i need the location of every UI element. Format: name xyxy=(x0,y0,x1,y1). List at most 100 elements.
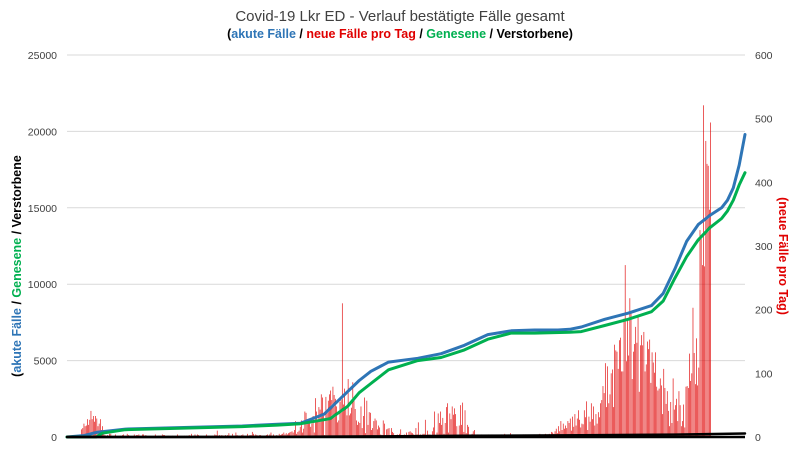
daily-case-bar xyxy=(640,345,641,437)
daily-case-bar xyxy=(613,407,614,437)
daily-case-bar xyxy=(588,416,590,437)
daily-case-bar xyxy=(578,410,579,437)
daily-case-bar xyxy=(326,412,328,437)
label-segment: neue Fälle pro Tag xyxy=(306,27,416,41)
daily-case-bar xyxy=(458,425,460,437)
daily-case-bar xyxy=(449,413,451,437)
label-segment: / xyxy=(10,298,24,308)
daily-case-bar xyxy=(352,382,354,437)
daily-case-bar xyxy=(325,396,327,437)
daily-case-bar xyxy=(555,428,557,437)
daily-case-bar xyxy=(666,391,668,437)
daily-case-bar xyxy=(657,390,659,437)
chart-subtitle: (akute Fälle / neue Fälle pro Tag / Gene… xyxy=(227,27,573,41)
daily-case-bar xyxy=(437,413,439,437)
daily-case-bar xyxy=(373,421,375,437)
daily-case-bar xyxy=(363,415,364,437)
daily-case-bar xyxy=(392,431,393,437)
label-segment: (neue Fälle pro Tag) xyxy=(776,197,790,315)
daily-case-bar xyxy=(631,379,633,437)
daily-cases-bars xyxy=(69,105,711,438)
daily-case-bar xyxy=(354,408,356,437)
daily-case-bar xyxy=(683,404,684,437)
y-tick-left: 10000 xyxy=(28,279,57,291)
daily-case-bar xyxy=(364,397,365,437)
daily-case-bar xyxy=(334,398,336,437)
label-segment: / xyxy=(416,27,426,41)
daily-case-bar xyxy=(635,326,637,437)
daily-case-bar xyxy=(687,387,689,437)
daily-case-bar xyxy=(400,429,402,437)
daily-case-bar xyxy=(596,423,598,437)
daily-case-bar xyxy=(650,382,652,437)
label-segment: akute Fälle xyxy=(231,27,296,41)
daily-case-bar xyxy=(637,316,639,437)
daily-case-bar xyxy=(90,410,92,437)
daily-case-bar xyxy=(292,432,294,437)
daily-case-bar xyxy=(345,408,347,437)
daily-case-bar xyxy=(461,424,462,437)
daily-case-bar xyxy=(388,428,390,437)
daily-case-bar xyxy=(568,422,570,437)
daily-case-bar xyxy=(661,385,662,437)
daily-case-bar xyxy=(382,420,384,437)
daily-case-bar xyxy=(330,390,331,437)
daily-case-bar xyxy=(634,344,635,437)
y-tick-left: 15000 xyxy=(28,203,57,215)
daily-case-bar xyxy=(232,433,233,437)
y-tick-right: 100 xyxy=(755,368,773,380)
daily-case-bar xyxy=(675,405,676,437)
daily-case-bar xyxy=(347,379,349,437)
label-segment: Verstorbene xyxy=(496,27,568,41)
daily-case-bar xyxy=(235,432,237,437)
daily-case-bar xyxy=(228,433,230,437)
daily-case-bar xyxy=(440,411,441,437)
daily-case-bar xyxy=(576,418,578,437)
daily-case-bar xyxy=(367,424,369,437)
daily-case-bar xyxy=(566,428,568,437)
daily-case-bar xyxy=(636,342,638,437)
daily-case-bar xyxy=(686,386,688,437)
daily-case-bar xyxy=(424,419,426,437)
daily-case-bar xyxy=(359,422,361,437)
y-axis-label-right: (neue Fälle pro Tag) xyxy=(776,197,790,315)
chart-title: Covid-19 Lkr ED - Verlauf bestätigte Fäl… xyxy=(235,8,565,25)
daily-case-bar xyxy=(649,339,651,437)
y-tick-right: 200 xyxy=(755,305,773,317)
daily-case-bar xyxy=(332,386,334,437)
daily-case-bar xyxy=(291,431,293,437)
daily-case-bar xyxy=(311,423,313,437)
daily-case-bar xyxy=(343,404,344,437)
daily-case-bar xyxy=(341,303,343,437)
daily-case-bar xyxy=(673,409,675,437)
daily-case-bar xyxy=(600,403,601,437)
daily-case-bar xyxy=(574,414,576,437)
daily-case-bar xyxy=(251,431,253,437)
series-line-akute-fälle xyxy=(65,133,747,439)
daily-case-bar xyxy=(253,433,254,437)
daily-case-bar xyxy=(586,401,587,437)
daily-case-bar xyxy=(305,412,307,437)
series-line-genesene xyxy=(65,171,747,439)
daily-case-bar xyxy=(283,432,285,437)
daily-case-bar xyxy=(621,371,622,437)
daily-case-bar xyxy=(433,427,434,437)
daily-case-bar xyxy=(110,433,112,437)
daily-case-bar xyxy=(317,419,319,437)
daily-case-bar xyxy=(302,432,303,437)
daily-case-bar xyxy=(643,331,645,437)
daily-case-bar xyxy=(654,372,655,437)
daily-case-bar xyxy=(308,422,309,437)
daily-case-bar xyxy=(456,426,458,437)
daily-case-bar xyxy=(587,430,589,437)
daily-case-bar xyxy=(99,419,101,437)
daily-case-bar xyxy=(593,406,594,437)
daily-case-bar xyxy=(680,426,682,437)
daily-case-bar xyxy=(372,428,373,437)
daily-case-bar xyxy=(629,298,631,437)
daily-case-bar xyxy=(595,414,597,437)
daily-case-bar xyxy=(270,432,272,437)
daily-case-bar xyxy=(374,418,376,437)
daily-case-bar xyxy=(690,380,691,437)
